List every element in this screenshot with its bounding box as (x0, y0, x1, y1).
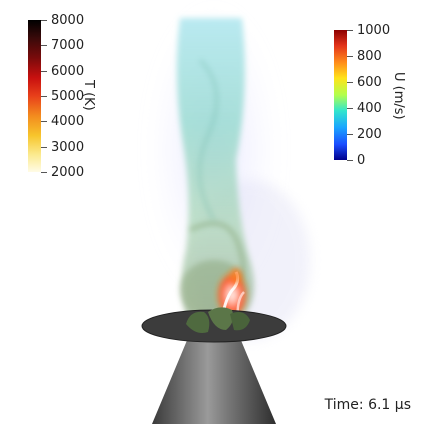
temperature-tick (41, 96, 47, 97)
temperature-tick-label: 8000 (51, 13, 85, 28)
temperature-tick (41, 146, 47, 148)
velocity-tick-label: 200 (357, 127, 382, 142)
temperature-tick (41, 172, 47, 173)
velocity-tick-label: 400 (357, 101, 382, 116)
temperature-tick-label: 4000 (51, 114, 85, 130)
hot-core (216, 268, 248, 323)
velocity-tick-label: 0 (357, 153, 366, 168)
nozzle (141, 307, 287, 424)
temperature-tick (41, 45, 47, 47)
temperature-tick-label: 3000 (51, 139, 85, 155)
temperature-tick (41, 70, 47, 72)
temperature-colorbar-gradient (28, 20, 41, 172)
velocity-tick (347, 160, 353, 161)
velocity-tick (347, 134, 353, 135)
velocity-tick-label: 800 (357, 49, 382, 64)
temperature-tick-label: 5000 (51, 89, 85, 104)
velocity-tick (347, 30, 353, 31)
temperature-tick (41, 121, 47, 123)
temperature-tick-label: 6000 (51, 63, 85, 79)
velocity-colorbar-gradient (334, 30, 347, 160)
velocity-tick (347, 82, 353, 83)
velocity-tick-label: 600 (357, 75, 382, 90)
temperature-tick-label: 2000 (51, 165, 85, 180)
time-label: Time: 6.1 µs (324, 397, 411, 413)
velocity-tick-label: 1000 (357, 23, 391, 38)
temperature-colorbar-title: T (K) (81, 80, 96, 111)
temperature-tick-label: 7000 (51, 38, 85, 54)
velocity-colorbar-title: U (m/s) (391, 72, 406, 120)
velocity-tick (347, 108, 353, 109)
velocity-tick (347, 56, 353, 57)
temperature-tick (41, 20, 47, 21)
